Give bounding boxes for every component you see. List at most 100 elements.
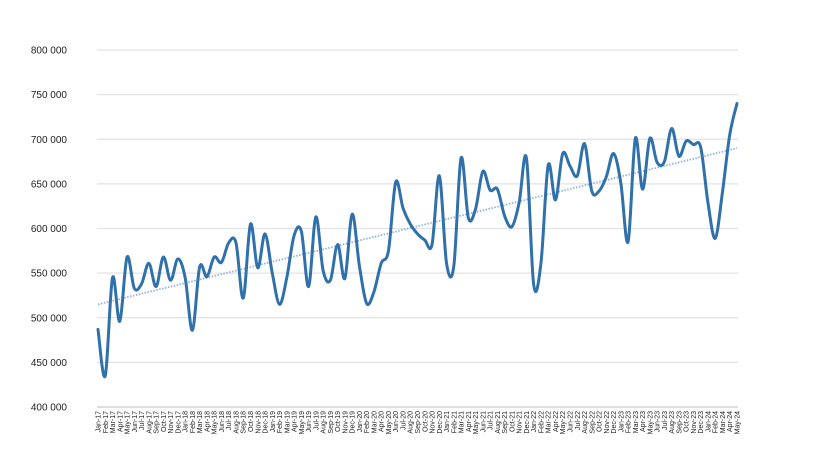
x-tick-label: Apr-17 — [117, 411, 124, 432]
x-tick-label: May-19 — [299, 411, 306, 434]
x-tick-label: Jul-18 — [226, 411, 233, 430]
x-tick-label: Nov-22 — [604, 411, 611, 434]
x-tick-label: Jan-18 — [183, 411, 190, 433]
x-tick-label: Jan-21 — [444, 411, 451, 433]
x-tick-label: Jun-20 — [393, 411, 400, 433]
x-tick-label: Aug-17 — [146, 411, 153, 434]
x-tick-label: Sep-21 — [502, 411, 509, 434]
x-tick-label: Jan-19 — [270, 411, 277, 433]
x-tick-label: Dec-18 — [263, 411, 270, 434]
x-tick-label: Aug-19 — [321, 411, 328, 434]
x-tick-label: May-22 — [560, 411, 567, 434]
x-tick-label: Feb-22 — [538, 411, 545, 433]
x-tick-label: Mar-21 — [459, 411, 466, 433]
x-tick-label: Mar-22 — [546, 411, 553, 433]
x-tick-label: Sep-18 — [241, 411, 248, 434]
x-tick-label: Feb-21 — [451, 411, 458, 433]
x-tick-label: Jan-24 — [705, 411, 712, 433]
x-tick-label: Sep-19 — [328, 411, 335, 434]
x-tick-label: Nov-18 — [255, 411, 262, 434]
y-tick-label: 500 000 — [31, 313, 68, 324]
y-tick-label: 600 000 — [31, 224, 68, 235]
x-tick-label: Jun-23 — [655, 411, 662, 433]
x-tick-label: Aug-23 — [669, 411, 676, 434]
x-tick-label: Dec-22 — [611, 411, 618, 434]
x-tick-label: Mar-17 — [110, 411, 117, 433]
x-tick-label: Aug-18 — [233, 411, 240, 434]
y-tick-label: 650 000 — [31, 179, 68, 190]
x-tick-label: Apr-18 — [204, 411, 211, 432]
y-tick-label: 450 000 — [31, 358, 68, 369]
y-tick-label: 550 000 — [31, 269, 68, 280]
x-tick-label: Nov-21 — [517, 411, 524, 434]
x-tick-label: Aug-20 — [408, 411, 415, 434]
x-tick-label: Oct-17 — [161, 411, 168, 432]
x-tick-label: May-24 — [735, 411, 742, 434]
x-tick-label: Jun-19 — [306, 411, 313, 433]
x-tick-label: Apr-22 — [553, 411, 560, 432]
x-tick-label: Feb-20 — [364, 411, 371, 433]
x-tick-label: Dec-23 — [698, 411, 705, 434]
x-tick-label: Mar-24 — [720, 411, 727, 433]
x-tick-label: Oct-23 — [684, 411, 691, 432]
x-tick-label: Jul-19 — [313, 411, 320, 430]
x-tick-label: Jun-17 — [132, 411, 139, 433]
x-tick-label: Apr-23 — [640, 411, 647, 432]
x-tick-label: Nov-19 — [342, 411, 349, 434]
x-tick-label: Apr-19 — [292, 411, 299, 432]
x-tick-label: Jan-20 — [357, 411, 364, 433]
x-tick-label: May-20 — [386, 411, 393, 434]
x-tick-label: Sep-23 — [676, 411, 683, 434]
x-tick-label: Oct-22 — [597, 411, 604, 432]
x-tick-label: Jun-18 — [219, 411, 226, 433]
x-tick-label: Sep-17 — [154, 411, 161, 434]
x-tick-label: Apr-21 — [466, 411, 473, 432]
series-line — [96, 102, 739, 379]
x-tick-label: Feb-18 — [190, 411, 197, 433]
x-tick-label: Aug-21 — [495, 411, 502, 434]
x-tick-label: Oct-21 — [509, 411, 516, 432]
gridlines — [97, 49, 738, 408]
x-tick-label: Feb-23 — [626, 411, 633, 433]
x-tick-label: Jul-22 — [575, 411, 582, 430]
x-tick-label: Apr-24 — [727, 411, 734, 432]
x-tick-label: Nov-17 — [168, 411, 175, 434]
x-tick-label: Dec-20 — [437, 411, 444, 434]
x-tick-label: Dec-19 — [350, 411, 357, 434]
y-axis-ticks: 800 000 750 000 700 000 650 000 600 000 550 0… — [31, 46, 68, 414]
x-tick-label: Feb-19 — [277, 411, 284, 433]
x-tick-label: Jul-21 — [488, 411, 495, 430]
x-tick-label: Sep-22 — [589, 411, 596, 434]
x-tick-label: Jun-22 — [567, 411, 574, 433]
x-axis-ticks: Jan-17 Feb-17 Mar-17 Apr-17 May-17 Jun-17 Jul-… — [96, 411, 742, 434]
x-tick-label: Mar-19 — [284, 411, 291, 433]
x-tick-label: May-21 — [473, 411, 480, 434]
x-tick-label: Feb-17 — [103, 411, 110, 433]
y-tick-label: 800 000 — [31, 46, 68, 57]
x-tick-label: Dec-21 — [524, 411, 531, 434]
x-tick-label: Jun-21 — [480, 411, 487, 433]
x-tick-label: Jan-17 — [96, 411, 103, 433]
x-tick-label: Oct-18 — [248, 411, 255, 432]
x-tick-label: Sep-20 — [415, 411, 422, 434]
x-tick-label: Aug-22 — [582, 411, 589, 434]
x-tick-label: Oct-19 — [335, 411, 342, 432]
x-tick-label: Jul-23 — [662, 411, 669, 430]
x-tick-label: May-18 — [212, 411, 219, 434]
x-tick-label: Mar-20 — [371, 411, 378, 433]
x-tick-label: Jan-22 — [531, 411, 538, 433]
x-tick-label: Feb-24 — [713, 411, 720, 433]
x-tick-label: Apr-20 — [379, 411, 386, 432]
x-tick-label: Dec-17 — [175, 411, 182, 434]
x-tick-label: Nov-23 — [691, 411, 698, 434]
x-tick-label: Mar-18 — [197, 411, 204, 433]
x-tick-label: Mar-23 — [633, 411, 640, 433]
x-tick-label: Jan-23 — [618, 411, 625, 433]
x-tick-label: Jul-20 — [400, 411, 407, 430]
x-tick-label: Oct-20 — [422, 411, 429, 432]
y-tick-label: 750 000 — [31, 90, 68, 101]
x-tick-label: May-17 — [125, 411, 132, 434]
x-tick-label: Nov-20 — [430, 411, 437, 434]
y-tick-label: 400 000 — [31, 403, 68, 414]
